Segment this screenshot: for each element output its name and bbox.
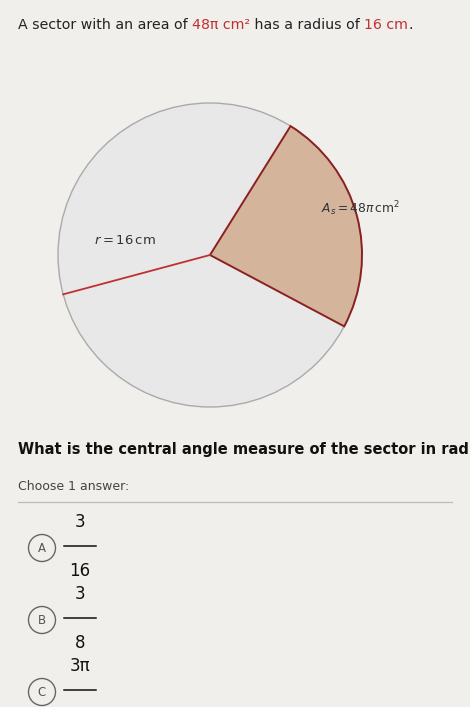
Text: A: A (38, 542, 46, 554)
Text: has a radius of: has a radius of (250, 18, 364, 32)
Text: 16: 16 (70, 706, 91, 707)
Text: $A_s = 48\pi\,\mathrm{cm}^2$: $A_s = 48\pi\,\mathrm{cm}^2$ (321, 199, 400, 218)
Text: A sector with an area of: A sector with an area of (18, 18, 192, 32)
Text: 3π: 3π (70, 657, 90, 675)
Text: What is the central angle measure of the sector in radians?: What is the central angle measure of the… (18, 442, 470, 457)
Text: $r = 16\,\mathrm{cm}$: $r = 16\,\mathrm{cm}$ (94, 234, 156, 247)
Circle shape (58, 103, 362, 407)
Text: C: C (38, 686, 46, 699)
Text: 3: 3 (75, 513, 86, 531)
Text: 16 cm: 16 cm (364, 18, 408, 32)
Text: 48π cm²: 48π cm² (192, 18, 250, 32)
Text: 3: 3 (75, 585, 86, 603)
Text: Choose 1 answer:: Choose 1 answer: (18, 480, 129, 493)
Text: 8: 8 (75, 634, 85, 652)
Wedge shape (210, 126, 362, 327)
Text: 16: 16 (70, 562, 91, 580)
Text: .: . (408, 18, 413, 32)
Text: B: B (38, 614, 46, 626)
